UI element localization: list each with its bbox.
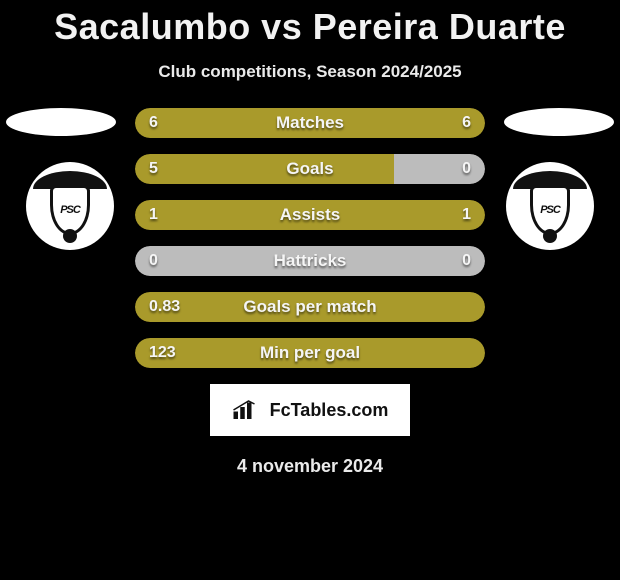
bar-value-right: 0 bbox=[462, 154, 471, 184]
club-logo-icon: PSC bbox=[33, 169, 107, 243]
bar-value-right: 1 bbox=[462, 200, 471, 230]
club-badge-left: PSC bbox=[26, 162, 114, 250]
stat-bar: 0.83Goals per match bbox=[135, 292, 485, 322]
page-title: Sacalumbo vs Pereira Duarte bbox=[0, 6, 620, 48]
bar-value-right: 6 bbox=[462, 108, 471, 138]
stat-bar: 50Goals bbox=[135, 154, 485, 184]
club-badge-right: PSC bbox=[506, 162, 594, 250]
date-label: 4 november 2024 bbox=[0, 456, 620, 477]
bar-fill-left bbox=[135, 338, 464, 368]
photo-placeholder-right bbox=[504, 108, 614, 136]
bar-fill-left bbox=[135, 200, 310, 230]
bar-fill-right bbox=[310, 108, 485, 138]
bar-fill-left bbox=[135, 108, 310, 138]
attribution-box: FcTables.com bbox=[210, 384, 410, 436]
bar-fill-left bbox=[135, 154, 394, 184]
stat-bar: 123Min per goal bbox=[135, 338, 485, 368]
bar-value-left: 123 bbox=[149, 338, 176, 368]
stat-bar: 66Matches bbox=[135, 108, 485, 138]
stat-bar: 11Assists bbox=[135, 200, 485, 230]
bar-value-left: 1 bbox=[149, 200, 158, 230]
subtitle: Club competitions, Season 2024/2025 bbox=[0, 62, 620, 82]
club-abbr-right: PSC bbox=[540, 204, 560, 216]
chart-zone: PSC PSC 66Matches50Goals11Assists00Hattr… bbox=[0, 108, 620, 368]
club-logo-icon: PSC bbox=[513, 169, 587, 243]
bar-value-left: 0.83 bbox=[149, 292, 180, 322]
bar-fill-left bbox=[135, 292, 464, 322]
bar-fill-left bbox=[135, 246, 310, 276]
bar-value-left: 6 bbox=[149, 108, 158, 138]
club-abbr-left: PSC bbox=[60, 204, 80, 216]
bar-fill-right bbox=[310, 200, 485, 230]
bar-value-left: 5 bbox=[149, 154, 158, 184]
bar-fill-right bbox=[310, 246, 485, 276]
photo-placeholder-left bbox=[6, 108, 116, 136]
stat-bar: 00Hattricks bbox=[135, 246, 485, 276]
bar-fill-right bbox=[394, 154, 485, 184]
stat-bars: 66Matches50Goals11Assists00Hattricks0.83… bbox=[135, 108, 485, 368]
bar-fill-right bbox=[464, 338, 485, 368]
attribution-text: FcTables.com bbox=[270, 400, 389, 421]
bar-chart-icon bbox=[232, 399, 262, 421]
bar-value-left: 0 bbox=[149, 246, 158, 276]
comparison-infographic: Sacalumbo vs Pereira Duarte Club competi… bbox=[0, 0, 620, 580]
bar-fill-right bbox=[464, 292, 485, 322]
bar-value-right: 0 bbox=[462, 246, 471, 276]
